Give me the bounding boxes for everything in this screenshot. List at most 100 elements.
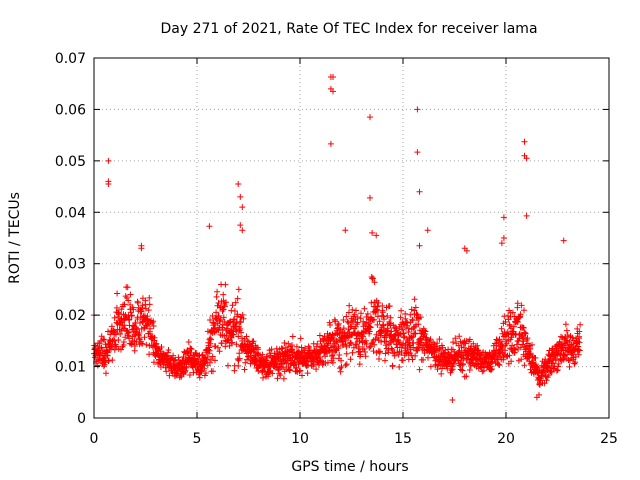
data-point — [139, 305, 145, 311]
data-point — [343, 350, 350, 357]
data-point — [235, 362, 242, 369]
data-point — [544, 367, 551, 374]
data-point — [555, 360, 562, 367]
data-point — [436, 346, 443, 353]
data-point — [213, 309, 220, 316]
data-point — [204, 354, 211, 360]
data-point — [269, 370, 276, 377]
data-point — [456, 333, 463, 340]
data-point — [105, 157, 112, 164]
data-point — [342, 227, 349, 234]
data-point — [479, 368, 486, 375]
data-point — [504, 329, 511, 335]
data-point — [387, 314, 394, 321]
data-point — [100, 363, 107, 370]
data-point — [410, 325, 417, 331]
data-point — [199, 351, 206, 358]
data-point — [495, 339, 502, 346]
data-point — [105, 178, 112, 185]
data-point — [526, 351, 533, 358]
chart-title: Day 271 of 2021, Rate Of TEC Index for r… — [160, 21, 537, 37]
data-point — [121, 301, 128, 308]
data-point — [343, 361, 350, 368]
data-point — [114, 290, 121, 297]
data-point — [183, 363, 190, 370]
data-point — [337, 368, 344, 375]
data-point — [346, 302, 353, 309]
data-point — [277, 372, 284, 379]
data-point — [361, 346, 368, 352]
data-point — [136, 330, 143, 336]
data-point — [409, 356, 416, 363]
data-point — [412, 352, 419, 359]
data-point — [234, 311, 241, 318]
data-point — [396, 364, 403, 370]
y-axis-label: ROTI / TECUs — [7, 192, 23, 284]
data-point — [206, 223, 213, 230]
data-point — [128, 341, 135, 348]
data-point — [314, 341, 321, 347]
data-point — [125, 329, 132, 336]
data-point — [576, 333, 583, 340]
data-point — [444, 365, 451, 372]
data-point — [520, 338, 527, 345]
data-point — [548, 364, 554, 371]
data-point — [201, 365, 208, 372]
x-tick-label: 0 — [90, 431, 99, 447]
data-point — [438, 370, 445, 377]
data-point — [421, 350, 428, 356]
data-point — [512, 347, 519, 353]
data-point — [335, 320, 342, 327]
data-point — [223, 332, 230, 339]
data-point — [463, 247, 470, 254]
data-point — [384, 313, 391, 319]
data-point — [506, 352, 513, 359]
data-point — [382, 350, 389, 357]
x-tick-label: 20 — [497, 431, 515, 447]
data-point — [399, 357, 406, 364]
data-point — [349, 349, 356, 356]
data-point — [111, 314, 118, 321]
data-point — [553, 367, 560, 374]
data-point — [139, 302, 146, 309]
data-point — [405, 329, 412, 335]
data-point — [241, 366, 248, 373]
data-point — [260, 374, 266, 381]
data-point — [562, 321, 569, 328]
y-tick-label: 0.03 — [55, 257, 86, 273]
data-point — [560, 237, 567, 244]
data-point — [427, 363, 434, 370]
data-point — [362, 353, 369, 360]
data-point — [373, 232, 380, 239]
data-point — [514, 300, 521, 307]
data-point — [577, 321, 584, 328]
data-point — [327, 322, 334, 328]
data-point — [343, 313, 350, 320]
data-point — [232, 299, 239, 306]
data-point — [376, 356, 382, 362]
data-point — [548, 369, 555, 376]
data-point — [552, 357, 559, 364]
data-point — [397, 331, 404, 337]
data-point — [310, 361, 317, 368]
data-point — [408, 306, 415, 313]
data-point — [367, 343, 374, 350]
data-point — [376, 318, 383, 325]
data-point — [400, 340, 407, 347]
data-point — [146, 301, 153, 308]
data-point — [216, 348, 223, 355]
data-point — [335, 343, 342, 350]
data-point — [206, 347, 213, 354]
data-point — [391, 352, 398, 359]
data-point — [273, 362, 280, 369]
data-point — [377, 348, 383, 355]
data-point — [284, 347, 291, 354]
data-point — [186, 372, 193, 378]
data-point — [536, 391, 542, 398]
data-point — [397, 314, 404, 321]
data-point — [422, 328, 429, 335]
data-point — [250, 338, 257, 345]
data-point — [259, 351, 266, 358]
data-point — [398, 349, 405, 356]
data-point — [369, 229, 376, 236]
